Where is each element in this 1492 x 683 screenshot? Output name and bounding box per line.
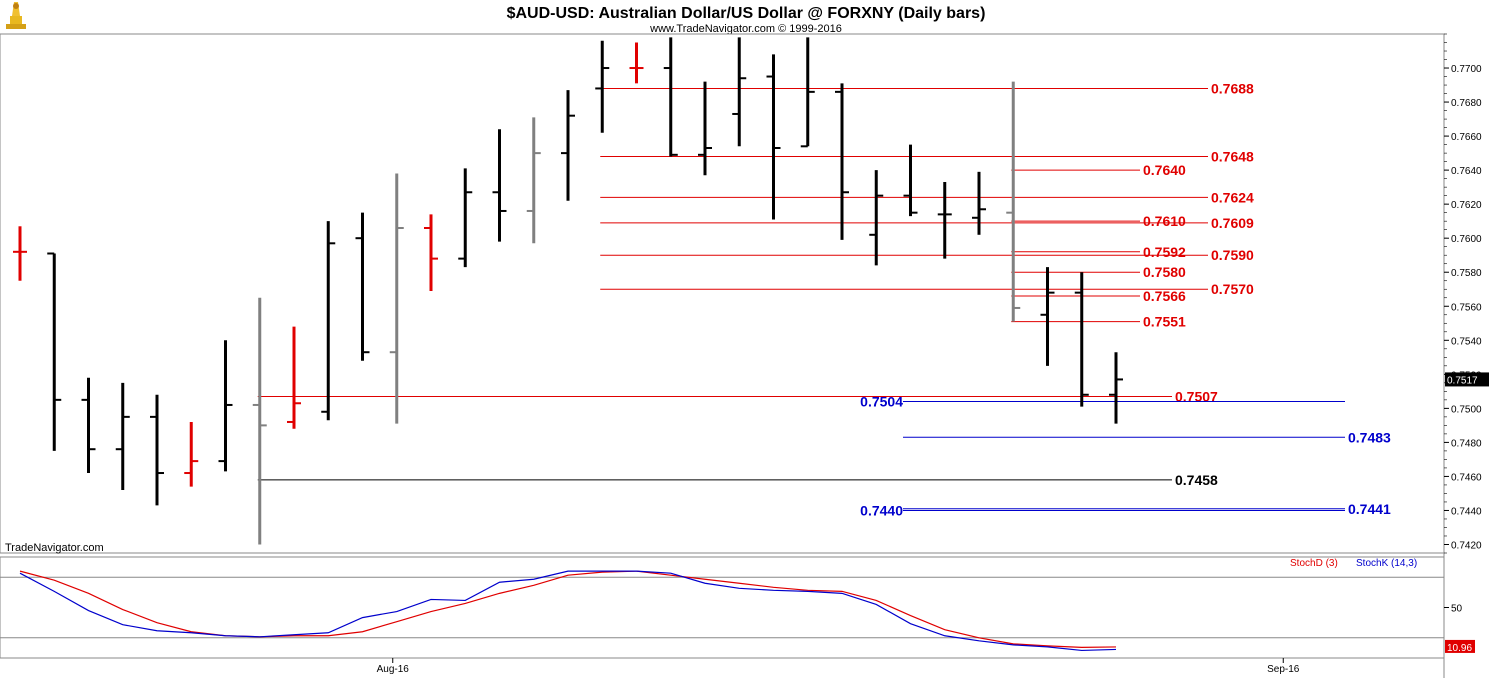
ohlc-bar	[972, 171, 986, 235]
ohlc-bar	[1109, 352, 1123, 424]
ohlc-bar	[355, 212, 370, 361]
ohlc-bar	[458, 168, 473, 268]
ohlc-bar	[800, 37, 815, 148]
level-label: 0.7592	[1143, 244, 1186, 260]
ohlc-bar	[561, 90, 575, 201]
ohlc-bar	[252, 297, 267, 545]
stoch-k-line	[19, 570, 1117, 652]
last-price-label: 0.7517	[1447, 375, 1478, 386]
ohlc-bar	[150, 394, 164, 506]
ohlc-bar	[492, 129, 507, 242]
ohlc-bar	[1040, 267, 1055, 366]
ohlc-bar	[526, 117, 541, 244]
level-label: 0.7640	[1143, 162, 1186, 178]
ohlc-bar	[1074, 272, 1089, 407]
ohlc-bar	[732, 37, 747, 147]
price-tick-label: 0.7600	[1451, 234, 1482, 245]
ohlc-bar	[13, 226, 27, 281]
level-label: 0.7504	[860, 394, 903, 410]
x-tick-label: Aug-16	[377, 664, 410, 675]
price-tick-label: 0.7420	[1451, 540, 1482, 551]
ohlc-bar	[629, 42, 644, 84]
level-label: 0.7648	[1211, 149, 1254, 165]
ohlc-bar	[115, 382, 130, 491]
level-label: 0.7590	[1211, 247, 1254, 263]
x-axis: Aug-16 Sep-16	[377, 658, 1300, 675]
price-tick-label: 0.7480	[1451, 438, 1482, 449]
ohlc-bar	[218, 340, 233, 472]
price-levels: 0.7688 0.7648 0.7640 0.7624 0.7610 0.7609 0.75…	[257, 80, 1391, 518]
price-tick-label: 0.7540	[1451, 336, 1482, 347]
ohlc-bar	[903, 144, 918, 217]
legend-stoch-k: StochK (14,3)	[1356, 558, 1417, 569]
ohlc-bar	[389, 173, 404, 424]
last-price-badge: 0.7517	[1445, 372, 1489, 387]
ohlc-bar	[287, 326, 301, 429]
x-tick-label: Sep-16	[1267, 664, 1300, 675]
ohlc-bar	[595, 40, 610, 133]
price-tick-label: 0.7580	[1451, 268, 1482, 279]
price-tick-label: 0.7640	[1451, 166, 1482, 177]
level-label: 0.7624	[1211, 189, 1254, 205]
watermark: TradeNavigator.com	[5, 542, 104, 554]
level-label: 0.7566	[1143, 288, 1186, 304]
price-tick-label: 0.7460	[1451, 472, 1482, 483]
ohlc-bar	[663, 37, 678, 157]
level-label: 0.7458	[1175, 472, 1218, 488]
stoch-tick-label: 50	[1451, 604, 1463, 615]
stoch-last-label: 10.96	[1447, 643, 1472, 654]
price-tick-label: 0.7700	[1451, 64, 1482, 75]
chart-subtitle: www.TradeNavigator.com © 1999-2016	[649, 23, 842, 35]
chart-title: $AUD-USD: Australian Dollar/US Dollar @ …	[507, 5, 986, 22]
level-label: 0.7570	[1211, 281, 1254, 297]
ohlc-bar	[1006, 81, 1021, 322]
level-label: 0.7580	[1143, 264, 1186, 280]
ohlc-bar	[321, 221, 336, 421]
level-label: 0.7688	[1211, 80, 1254, 96]
ohlc-bar	[47, 252, 62, 451]
price-tick-label: 0.7660	[1451, 132, 1482, 143]
level-label: 0.7610	[1143, 213, 1186, 229]
level-label: 0.7440	[860, 502, 903, 518]
level-label: 0.7507	[1175, 388, 1218, 404]
stochastic-lines	[19, 570, 1117, 652]
level-label: 0.7483	[1348, 429, 1391, 445]
ohlc-bar	[937, 182, 952, 259]
price-tick-label: 0.7680	[1451, 98, 1482, 109]
ohlc-bar	[424, 214, 438, 291]
ohlc-bar	[184, 421, 199, 487]
ohlc-bar	[835, 83, 849, 240]
stochastic-reference-lines	[0, 576, 1444, 639]
level-label: 0.7609	[1211, 215, 1254, 231]
legend-stoch-d: StochD (3)	[1290, 558, 1338, 569]
price-tick-label: 0.7440	[1451, 506, 1482, 517]
stoch-d-line	[19, 570, 1117, 648]
stochastic-panel	[0, 556, 1445, 659]
level-label: 0.7551	[1143, 314, 1186, 330]
stoch-last-badge: 10.96	[1445, 639, 1475, 654]
ohlc-bar	[869, 170, 884, 266]
stochastic-axis: 50	[1444, 604, 1463, 615]
tradenavigator-logo-icon	[6, 2, 26, 29]
ohlc-bar	[698, 81, 712, 176]
ohlc-bar	[81, 377, 96, 474]
ohlc-bar	[766, 54, 781, 220]
price-tick-label: 0.7500	[1451, 404, 1482, 415]
price-axis: 0.7700 0.7680 0.7660 0.7640 0.7620 0.7600 0.75…	[1444, 33, 1482, 554]
ohlc-bars	[13, 37, 1123, 545]
level-label: 0.7441	[1348, 501, 1391, 517]
price-tick-label: 0.7560	[1451, 302, 1482, 313]
price-tick-label: 0.7620	[1451, 200, 1482, 211]
